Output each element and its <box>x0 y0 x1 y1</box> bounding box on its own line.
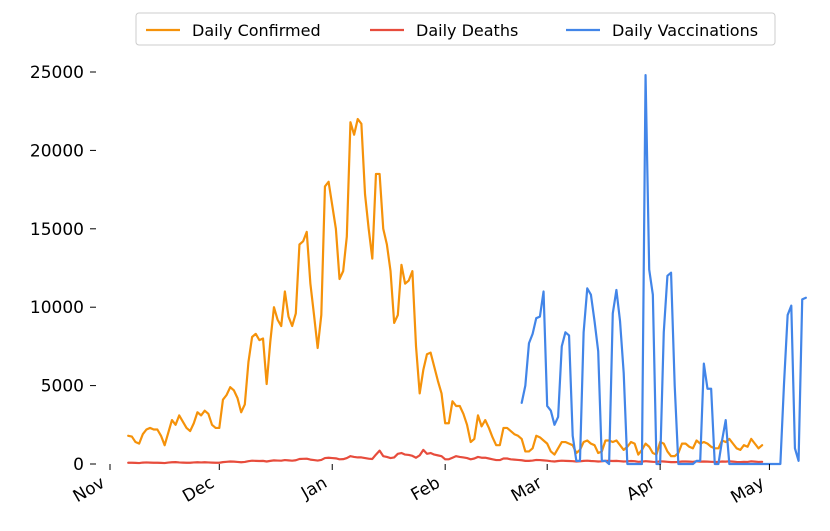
x-axis: Nov Dec Jan Feb Mar Apr May <box>70 464 770 508</box>
x-tick-label: Feb <box>408 473 444 505</box>
plot-area <box>127 74 807 466</box>
legend-frame <box>135 12 776 46</box>
legend-label: Daily Confirmed <box>192 21 321 40</box>
legend: Daily Confirmed Daily Deaths Daily Vaccina… <box>135 12 776 46</box>
y-tick-label: 10000 <box>30 298 84 318</box>
x-tick-label: Nov <box>70 473 109 507</box>
legend-label: Daily Vaccinations <box>612 21 758 40</box>
x-tick-label: Mar <box>508 473 546 506</box>
series-line-daily-vaccinations <box>520 74 807 466</box>
y-tick-label: 0 <box>73 455 84 475</box>
y-tick-label: 25000 <box>30 63 84 83</box>
x-tick-label: Apr <box>623 473 658 505</box>
y-axis: 0 5000 10000 15000 20000 25000 <box>30 63 96 475</box>
y-tick-label: 15000 <box>30 220 84 240</box>
legend-label: Daily Deaths <box>416 21 518 40</box>
x-tick-label: Jan <box>297 473 331 504</box>
y-tick-label: 20000 <box>30 141 84 161</box>
x-tick-label: May <box>727 473 767 508</box>
y-tick-label: 5000 <box>41 377 84 397</box>
x-tick-label: Dec <box>179 473 217 507</box>
